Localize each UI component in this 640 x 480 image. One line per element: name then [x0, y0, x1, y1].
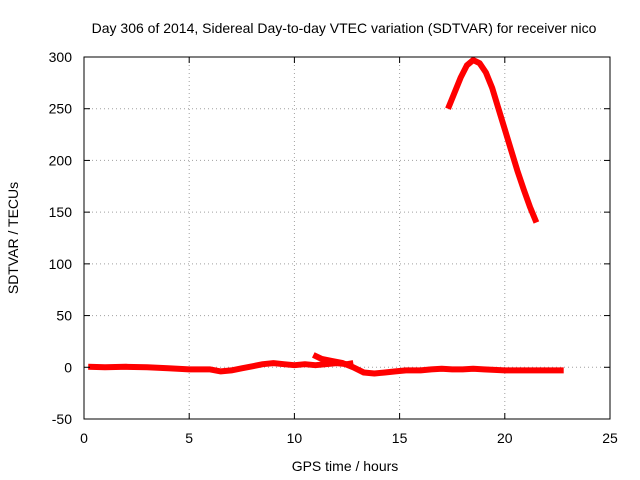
chart-title: Day 306 of 2014, Sidereal Day-to-day VTE…	[92, 20, 597, 36]
series-layer	[88, 57, 564, 377]
x-tick-label: 15	[392, 430, 408, 446]
y-tick-label: 150	[49, 204, 73, 220]
series-line-1	[88, 360, 354, 375]
x-tick-label: 5	[185, 430, 193, 446]
series-line-2	[311, 352, 564, 377]
y-tick-label: -50	[52, 411, 72, 427]
x-tick-label: 25	[602, 430, 618, 446]
y-tick-label: 0	[64, 359, 72, 375]
plot-frame	[83, 56, 611, 420]
series-line-3	[445, 57, 540, 224]
y-tick-label: 250	[49, 101, 73, 117]
y-tick-label: 200	[49, 152, 73, 168]
x-tick-label: 0	[80, 430, 88, 446]
y-tick-label: 50	[56, 308, 72, 324]
y-tick-label: 300	[49, 49, 73, 65]
x-tick-label: 10	[287, 430, 303, 446]
x-axis-label: GPS time / hours	[292, 458, 399, 474]
ticks: 0 5 10 15 20 25 -50 0 50 100 150 200 250 300	[49, 49, 618, 446]
y-axis-label: SDTVAR / TECUs	[5, 182, 21, 294]
y-tick-label: 100	[49, 256, 73, 272]
x-tick-label: 20	[497, 430, 513, 446]
grid	[84, 57, 610, 419]
